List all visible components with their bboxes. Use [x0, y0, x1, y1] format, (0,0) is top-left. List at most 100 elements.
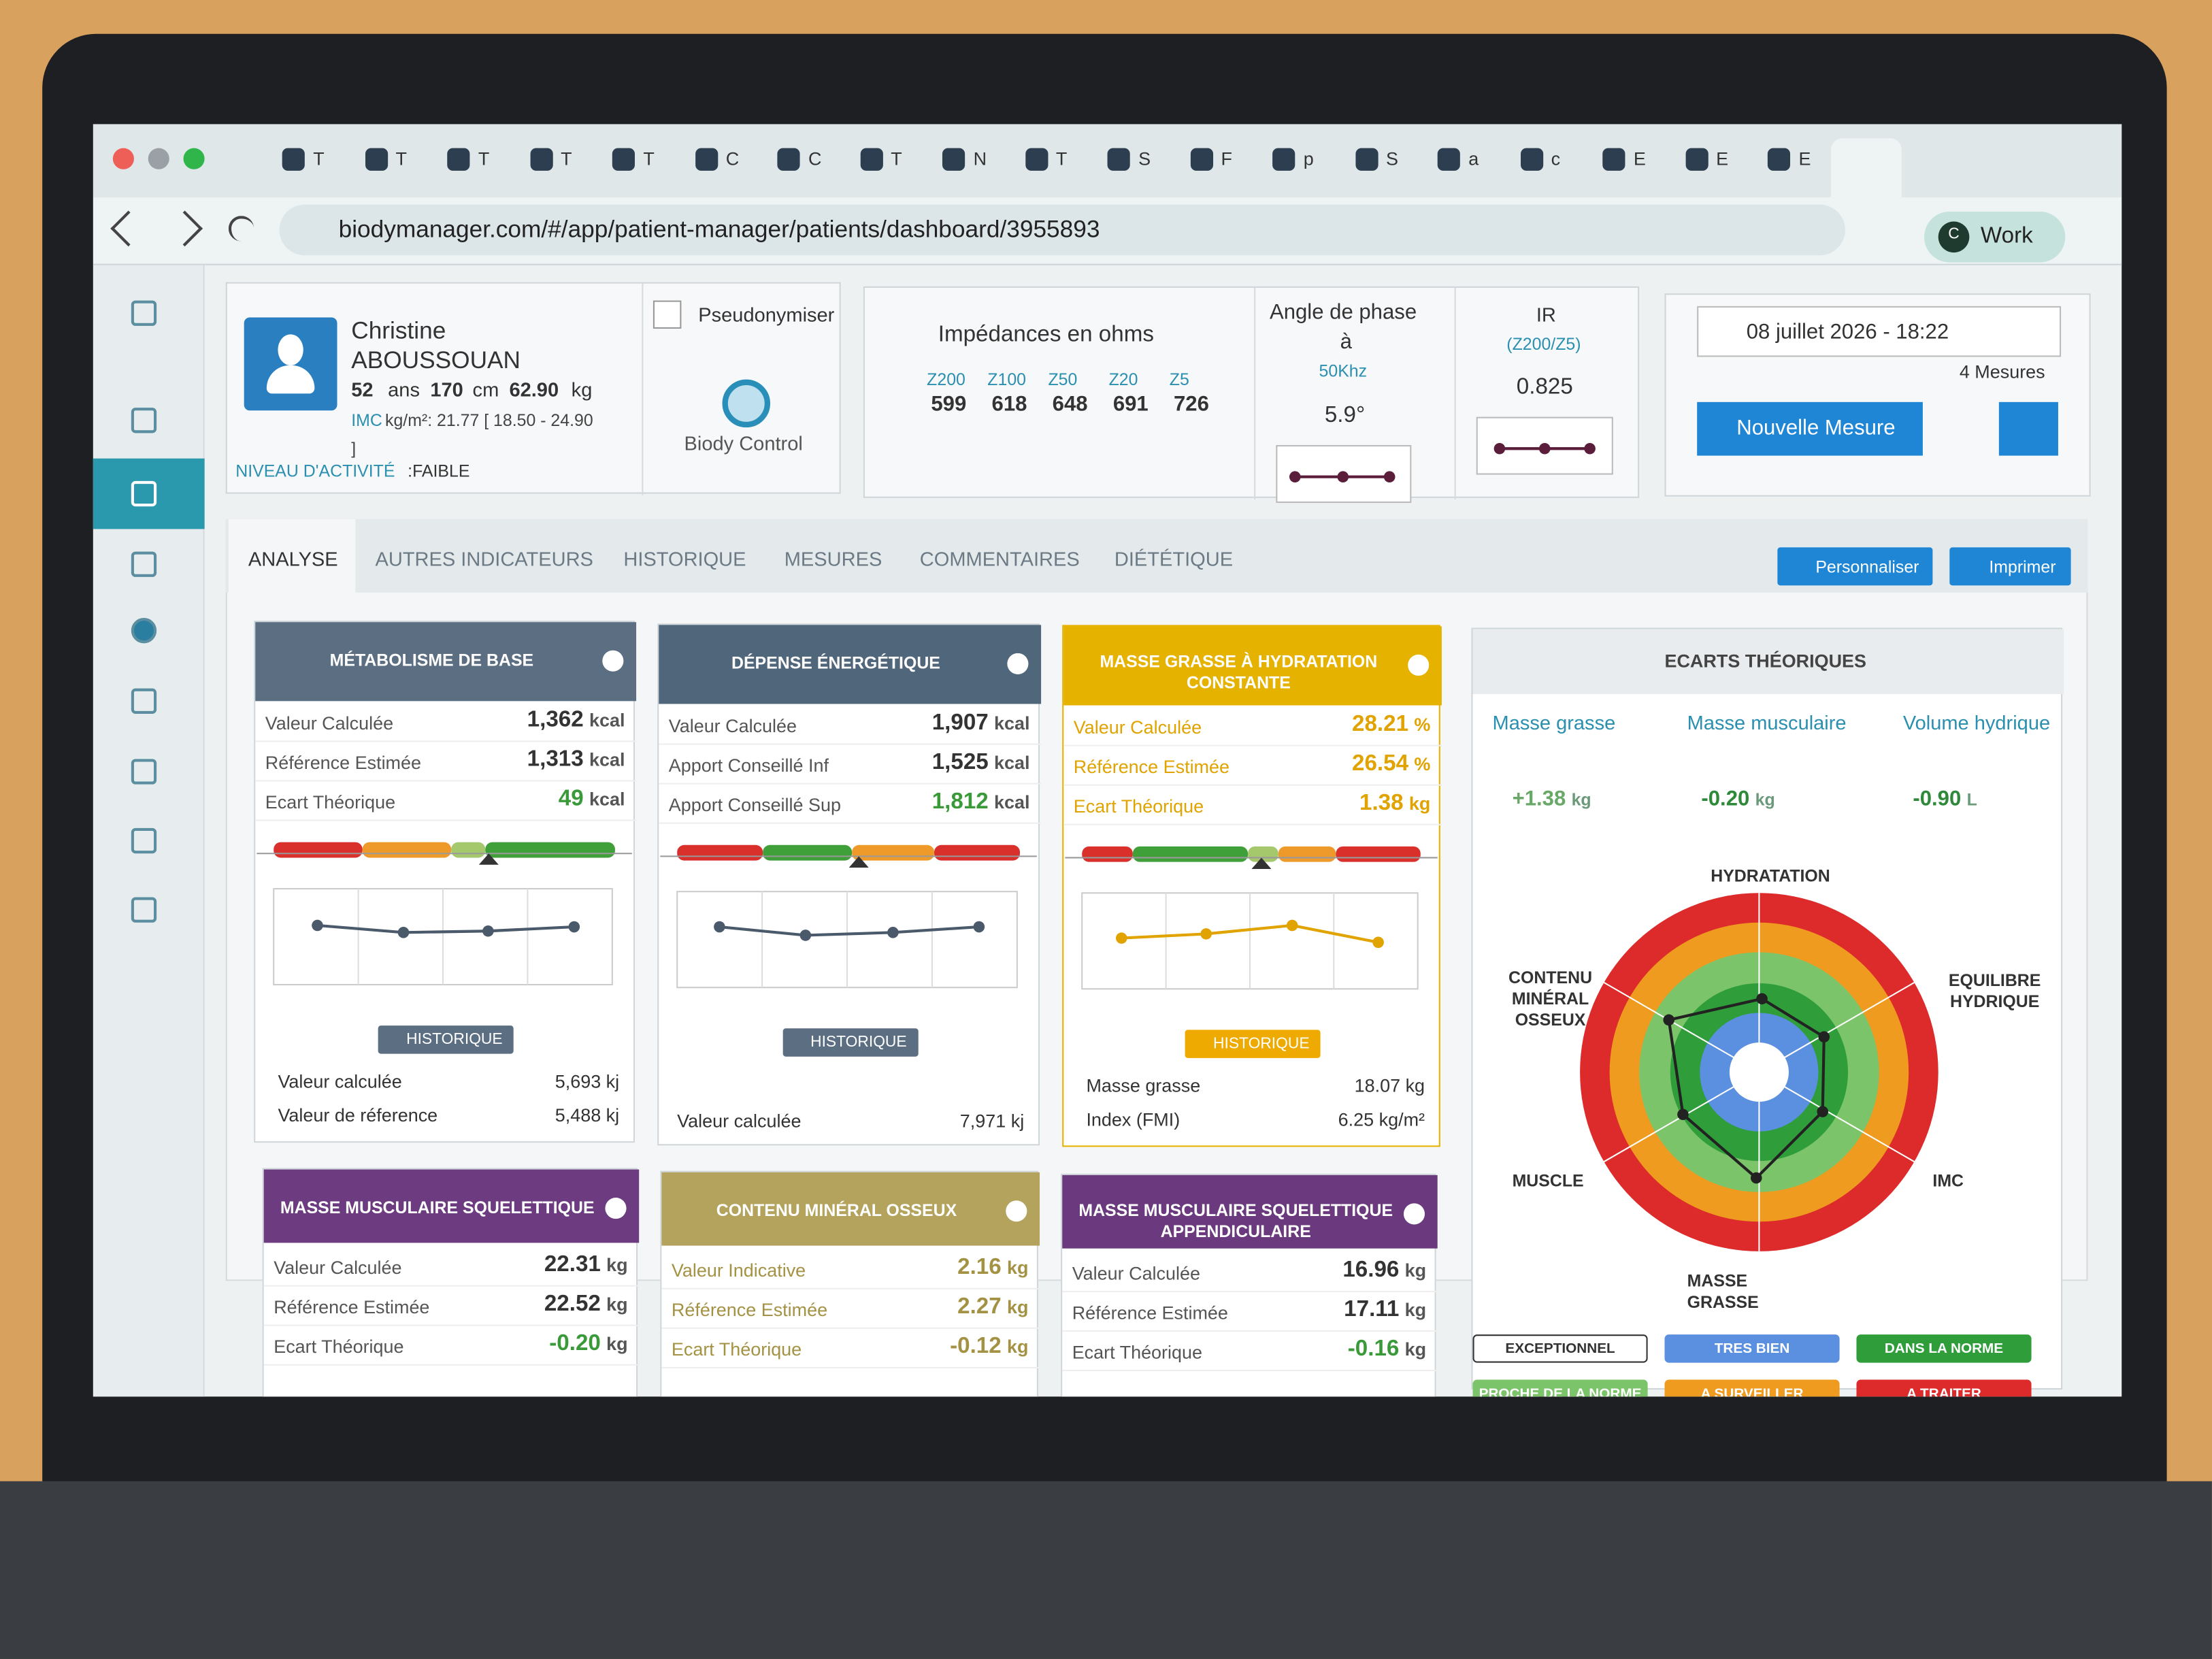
- tab[interactable]: COMMENTAIRES: [919, 547, 1080, 570]
- patient-height: 170: [430, 378, 463, 401]
- info-icon[interactable]: [1006, 1200, 1027, 1222]
- sidebar-active[interactable]: [93, 458, 205, 529]
- browser-tab[interactable]: p: [1272, 144, 1343, 175]
- row-unit: kcal: [589, 749, 625, 770]
- info-icon[interactable]: [1403, 1203, 1425, 1225]
- sidebar-icon[interactable]: [131, 897, 157, 923]
- history-label: HISTORIQUE: [406, 1031, 503, 1049]
- window-control[interactable]: [112, 148, 134, 169]
- footer-label: Masse grasse: [1086, 1074, 1201, 1096]
- profile-initial: C: [1948, 225, 1960, 243]
- tab[interactable]: AUTRES INDICATEURS: [375, 547, 593, 570]
- row-value: 26.54%: [1352, 752, 1430, 777]
- row-line: [1063, 823, 1442, 825]
- card-title: MASSE MUSCULAIRE SQUELETTIQUE: [280, 1198, 595, 1218]
- patient-weight-unit: kg: [571, 378, 593, 401]
- profile-button[interactable]: C Work: [1924, 211, 2066, 263]
- row-unit: kg: [1006, 1336, 1029, 1358]
- tab-title: T: [561, 148, 572, 169]
- card-title: DÉPENSE ÉNERGÉTIQUE: [731, 653, 940, 673]
- sidebar-icon[interactable]: [131, 551, 157, 577]
- browser-tab[interactable]: T: [859, 144, 931, 175]
- info-card: MÉTABOLISME DE BASE Valeur Calculée 1,362 k…: [254, 621, 637, 1143]
- browser-tab[interactable]: C: [777, 144, 848, 175]
- ecarts-header: [1472, 629, 2064, 694]
- row-line: [1062, 1290, 1438, 1292]
- address-bar[interactable]: biodymanager.com/#/app/patient-manager/p…: [279, 204, 1845, 256]
- info-card: MASSE GRASSE À HYDRATATION CONSTANTE Vale…: [1062, 625, 1442, 1147]
- browser-tab[interactable]: E: [1685, 144, 1756, 175]
- new-measure-button[interactable]: Nouvelle Mesure: [1697, 401, 1923, 456]
- row-value: 28.21%: [1352, 712, 1430, 738]
- sidebar-icon[interactable]: [131, 618, 157, 644]
- browser-tab[interactable]: T: [447, 144, 518, 175]
- browser-tab[interactable]: T: [1025, 144, 1095, 175]
- row-label: Référence Estimée: [274, 1296, 430, 1318]
- pseudo-checkbox[interactable]: [653, 300, 682, 329]
- reload-button[interactable]: [228, 216, 254, 242]
- impedance-label: Z20: [1108, 369, 1138, 390]
- info-icon[interactable]: [1408, 654, 1430, 676]
- tab[interactable]: ANALYSE: [248, 547, 338, 570]
- browser-tab[interactable]: T: [282, 144, 353, 175]
- window-control[interactable]: [183, 148, 205, 169]
- row-value: 16.96 kg: [1342, 1258, 1426, 1283]
- info-icon[interactable]: [1007, 653, 1029, 674]
- history-button[interactable]: HISTORIQUE: [782, 1028, 918, 1057]
- sidebar-icon[interactable]: [131, 688, 157, 714]
- info-icon[interactable]: [605, 1198, 627, 1219]
- row-number: -0.16: [1347, 1337, 1400, 1362]
- tab-title: N: [973, 148, 987, 169]
- ir-title: IR: [1536, 303, 1556, 326]
- browser-tab[interactable]: T: [529, 144, 601, 175]
- info-icon[interactable]: [602, 650, 624, 672]
- tab-title: p: [1303, 148, 1314, 169]
- sidebar-icon[interactable]: [131, 759, 157, 785]
- divider: [642, 283, 644, 495]
- refresh-button[interactable]: [1998, 401, 2058, 456]
- tab[interactable]: HISTORIQUE: [623, 547, 746, 570]
- row-value: 17.11 kg: [1344, 1298, 1426, 1323]
- browser-tab[interactable]: T: [612, 144, 683, 175]
- browser-tab[interactable]: a: [1437, 144, 1508, 175]
- browser-tab[interactable]: C: [695, 144, 765, 175]
- legend-item: A TRAITER: [1856, 1379, 2032, 1397]
- row-value: 1,313 kcal: [527, 748, 625, 773]
- ecarts-title: ECARTS THÉORIQUES: [1664, 650, 1867, 672]
- action-button[interactable]: Personnaliser: [1777, 547, 1933, 586]
- card-header: CONTENU MINÉRAL OSSEUX: [661, 1172, 1040, 1246]
- sidebar-icon[interactable]: [131, 480, 157, 507]
- tab[interactable]: DIÉTÉTIQUE: [1114, 547, 1234, 570]
- sidebar-icon[interactable]: [131, 408, 157, 433]
- browser-tab[interactable]: c: [1519, 144, 1591, 175]
- sidebar-icon[interactable]: [131, 827, 157, 854]
- window-control[interactable]: [148, 148, 169, 169]
- card-header: DÉPENSE ÉNERGÉTIQUE: [659, 625, 1042, 704]
- browser-tab[interactable]: N: [942, 144, 1013, 175]
- tab[interactable]: MESURES: [784, 547, 882, 570]
- history-button[interactable]: HISTORIQUE: [378, 1025, 514, 1054]
- browser-tab[interactable]: T: [364, 144, 435, 175]
- new-tab[interactable]: [2003, 152, 2026, 175]
- browser-tab[interactable]: S: [1355, 144, 1425, 175]
- action-button[interactable]: Imprimer: [1949, 547, 2071, 586]
- sidebar-icon[interactable]: [131, 300, 157, 326]
- tab-icon: [447, 148, 470, 171]
- browser-tab[interactable]: F: [1189, 144, 1261, 175]
- browser-tab[interactable]: S: [1107, 144, 1178, 175]
- date-select[interactable]: 08 juillet 2026 - 18:22: [1697, 306, 2062, 357]
- measure-count: 4 Mesures: [1959, 361, 2045, 382]
- browser-tab[interactable]: E: [1767, 144, 1838, 175]
- impedance-title: Impédances en ohms: [938, 323, 1154, 347]
- legend-label: A SURVEILLER: [1700, 1386, 1804, 1397]
- row-label: Apport Conseillé Inf: [668, 755, 829, 776]
- history-button[interactable]: HISTORIQUE: [1185, 1030, 1321, 1058]
- phase-title: Angle de phase: [1269, 300, 1417, 325]
- row-line: [1062, 1330, 1438, 1332]
- legend-item: EXCEPTIONNEL: [1472, 1334, 1648, 1363]
- row-value: 1,525 kcal: [932, 751, 1030, 776]
- browser-tab[interactable]: E: [1602, 144, 1673, 175]
- tab-icon: [1519, 148, 1543, 171]
- row-value: 1,907 kcal: [932, 711, 1030, 736]
